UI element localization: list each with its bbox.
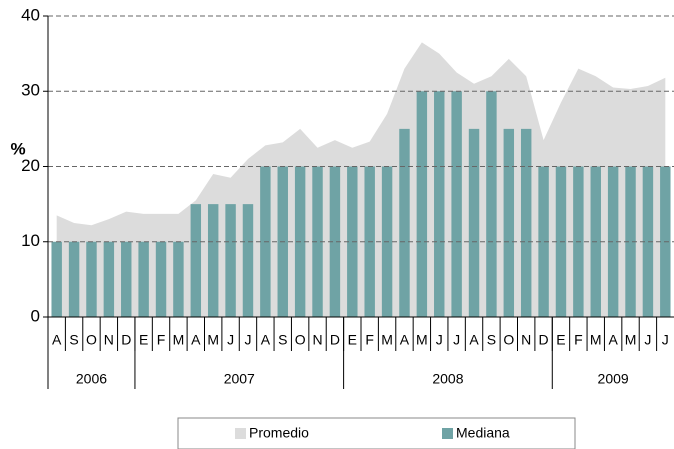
x-tick-label: M (625, 332, 637, 348)
x-tick-label: S (278, 332, 287, 348)
bar (520, 128, 532, 317)
x-tick-label: M (173, 332, 185, 348)
legend-label: Mediana (456, 425, 510, 441)
x-tick-label: A (608, 332, 618, 348)
bar (486, 91, 497, 317)
x-tick-label: J (662, 332, 669, 348)
x-tick-label: A (400, 332, 410, 348)
y-tick-label: 20 (21, 156, 40, 175)
x-tick-label: J (453, 332, 460, 348)
x-tick-label: A (469, 332, 479, 348)
x-tick-label: A (261, 332, 271, 348)
bar (51, 241, 62, 317)
x-tick-label: E (139, 332, 148, 348)
x-tick-label: N (312, 332, 322, 348)
x-tick-label: S (69, 332, 78, 348)
bar (207, 204, 219, 317)
bar (416, 91, 428, 317)
x-tick-label: M (381, 332, 393, 348)
x-tick-label: D (539, 332, 549, 348)
x-tick-label: E (348, 332, 357, 348)
bar (173, 241, 184, 317)
year-label: 2007 (224, 371, 255, 387)
bar (538, 166, 549, 317)
bar (121, 241, 132, 317)
bar (434, 91, 445, 317)
bar (503, 128, 515, 317)
legend-label: Promedio (249, 425, 309, 441)
bar (155, 241, 167, 317)
x-tick-label: A (191, 332, 201, 348)
x-tick-label: S (487, 332, 496, 348)
x-tick-label: F (574, 332, 583, 348)
y-tick-label: 10 (21, 231, 40, 250)
bar (242, 204, 254, 317)
x-tick-label: J (244, 332, 251, 348)
bar (312, 166, 323, 317)
bar (103, 241, 115, 317)
bar (451, 91, 462, 317)
x-tick-label: D (121, 332, 131, 348)
x-tick-label: D (330, 332, 340, 348)
legend-swatch (235, 428, 246, 439)
bar (625, 166, 636, 317)
bar (329, 166, 341, 317)
y-tick-label: 30 (21, 81, 40, 100)
x-tick-label: N (521, 332, 531, 348)
bar (399, 128, 410, 317)
x-tick-label: M (416, 332, 428, 348)
y-axis-label: % (10, 139, 25, 158)
bar (138, 241, 149, 317)
legend-swatch (442, 428, 453, 439)
bar (225, 204, 236, 317)
y-tick-label: 0 (31, 306, 40, 325)
year-label: 2009 (598, 371, 629, 387)
year-label: 2008 (432, 371, 463, 387)
x-tick-label: J (644, 332, 651, 348)
bar (607, 166, 619, 317)
x-tick-label: O (503, 332, 514, 348)
x-tick-label: A (52, 332, 62, 348)
x-tick-label: O (295, 332, 306, 348)
bar (86, 241, 97, 317)
x-tick-label: F (365, 332, 374, 348)
bar (190, 204, 202, 317)
x-tick-label: N (104, 332, 114, 348)
x-tick-label: J (436, 332, 443, 348)
x-tick-label: O (86, 332, 97, 348)
bar (68, 241, 80, 317)
bar (642, 166, 654, 317)
y-tick-label: 40 (21, 5, 40, 24)
x-tick-label: F (157, 332, 166, 348)
x-tick-label: E (556, 332, 565, 348)
bar (468, 128, 480, 317)
x-tick-label: J (227, 332, 234, 348)
x-tick-label: M (207, 332, 219, 348)
year-label: 2006 (76, 371, 107, 387)
x-tick-label: M (590, 332, 602, 348)
